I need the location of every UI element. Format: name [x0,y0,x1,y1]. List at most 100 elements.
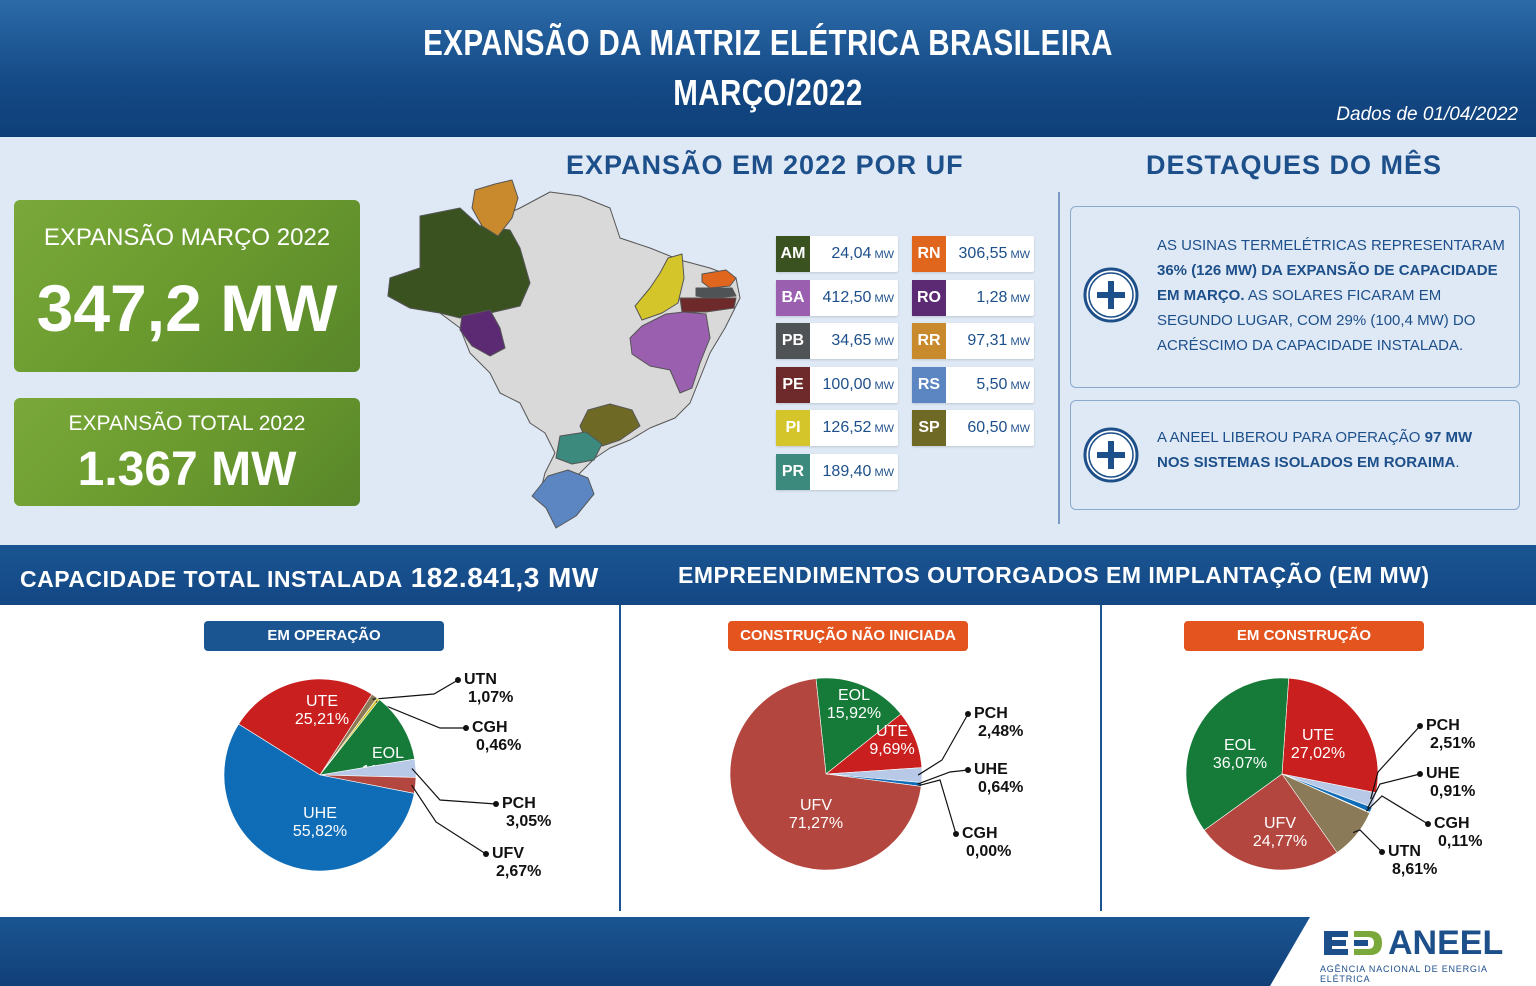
pie-label-value: 2,51% [1430,735,1475,752]
pie-chart-em-operacao: UTE25,21%UTN1,07%CGH0,46%EOL11,72%PCH3,0… [223,671,551,880]
pie-label-name: CGH [1434,815,1470,832]
pie-leader-dot [965,767,971,773]
pie-leader-line [1365,795,1429,825]
uf-code: SP [912,410,946,446]
pie-slice-ute [1281,677,1379,794]
pie-slice-eol [319,699,416,776]
uf-code: PB [776,323,810,359]
pie-label-name: CGH [472,719,508,736]
capacity-bar: CAPACIDADE TOTAL INSTALADA 182.841,3 MW E… [0,545,1536,605]
kpi-month-label: EXPANSÃO MARÇO 2022 [43,224,331,251]
pie-label-name: UFV [800,797,832,814]
map-pb [695,287,737,299]
pie-label-value: 71,27% [789,815,843,832]
pie-leader-dot [1417,771,1423,777]
pie-label-name: UTE [306,693,338,710]
aneel-logo-icon [1324,931,1382,955]
pie-leader-line [1366,773,1421,809]
pie-leader-dot [1417,723,1423,729]
uf-value: 1,28 MW [976,288,1030,306]
kpi-total-value: 1.367 MW [77,443,297,496]
pie-leader-line [375,701,466,729]
uf-code: RO [912,279,946,316]
uf-value: 412,50 MW [822,288,894,306]
pie-label-value: 27,02% [1291,745,1345,762]
uf-item-pb: PB 34,65 MW [776,323,898,359]
uf-code: PI [776,410,810,446]
pie-leader-dot [1379,849,1385,855]
map-rr [471,179,519,237]
uf-value: 60,50 MW [967,419,1030,436]
kpi-expansion-total: EXPANSÃO TOTAL 2022 1.367 MW [14,398,360,506]
pie-label-name: UTN [1388,843,1421,860]
uf-item-rr: RR 97,31 MW [912,323,1034,359]
uf-code: RR [912,323,946,359]
main-title: EXPANSÃO DA MATRIZ ELÉTRICA BRASILEIRA [423,22,1113,63]
uf-value: 97,31 MW [967,332,1030,349]
pie-label-name: UFV [1264,815,1296,832]
pie-slice-eol [1185,677,1290,831]
pie-title-em-operacao: EM OPERAÇÃO [204,621,444,651]
destaque-card-1: AS USINAS TERMELÉTRICAS REPRESENTARAM 36… [1070,206,1520,388]
pie-label-value: 9,69% [869,741,914,758]
map-rn [701,269,737,289]
pie-label-name: UHE [1426,765,1460,782]
chart-divider [619,605,621,911]
pie-label-name: EOL [372,745,404,762]
pie-leader-line [917,769,969,785]
plus-icon [1083,427,1139,483]
uf-value: 24,04 MW [831,245,894,262]
pie-leader-line [411,768,497,805]
uf-code: PE [776,366,810,403]
pie-leader-dot [1425,821,1431,827]
map-states [387,179,741,529]
destaque-2-text: A ANEEL LIBEROU PARA OPERAÇÃO 97 MW NOS … [1157,429,1473,471]
pie-leader-line [1370,725,1421,800]
kpi-month-value: 347,2 MW [36,271,338,345]
uf-item-pi: PI 126,52 MW [776,410,898,446]
pie-title-em-construcao: EM CONSTRUÇÃO [1184,621,1424,651]
brazil-map [387,179,741,529]
pie-leader-line [372,679,459,700]
pie-leader-dot [953,831,959,837]
pie-label-name: UTE [876,723,908,740]
pie-leader-line [917,779,957,835]
uf-item-am: AM 24,04 MW [776,236,898,272]
uf-item-pe: PE 100,00 MW [776,366,898,403]
kpi-expansion-month: EXPANSÃO MARÇO 2022 347,2 MW [14,200,360,372]
pie-label-value: 0,64% [978,779,1023,796]
pie-label-name: PCH [1426,717,1460,734]
map-ba [629,311,711,394]
pie-label-value: 0,11% [1438,833,1482,850]
pie-leader-dot [483,851,489,857]
uf-code: AM [776,236,810,272]
map-sp [579,403,641,447]
pie-slice-ufv [729,678,922,871]
section-divider [1058,192,1060,524]
uf-item-ro: RO 1,28 MW [912,279,1034,316]
uf-value: 306,55 MW [958,245,1030,262]
pie-label-value: 2,67% [496,863,541,880]
uf-value: 126,52 MW [822,419,894,436]
main-subtitle: MARÇO/2022 [673,72,863,113]
map-pr [555,431,603,465]
pie-label-value: 2,48% [978,723,1023,740]
uf-item-pr: PR 189,40 MW [776,453,898,490]
pie-slice-uhe [223,723,415,872]
pie-slice-ufv [1203,773,1338,871]
capacity-value: 182.841,3 MW [410,562,599,593]
destaques-title: DESTAQUES DO MÊS [1146,150,1443,180]
pie-label-name: CGH [962,825,998,842]
pie-label-value: 1,07% [468,689,513,706]
uf-item-rn: RN 306,55 MW [912,236,1034,272]
uf-code: PR [776,453,810,490]
pie-leader-dot [965,711,971,717]
pie-slice-eol [815,677,902,775]
uf-section-title: EXPANSÃO EM 2022 POR UF [566,150,964,180]
pie-label-name: UFV [492,845,524,862]
pie-label-value: 36,07% [1213,755,1267,772]
outorgados-label: EMPREENDIMENTOS OUTORGADOS EM IMPLANTAÇÃ… [678,562,1430,588]
pie-label-value: 25,21% [295,711,349,728]
